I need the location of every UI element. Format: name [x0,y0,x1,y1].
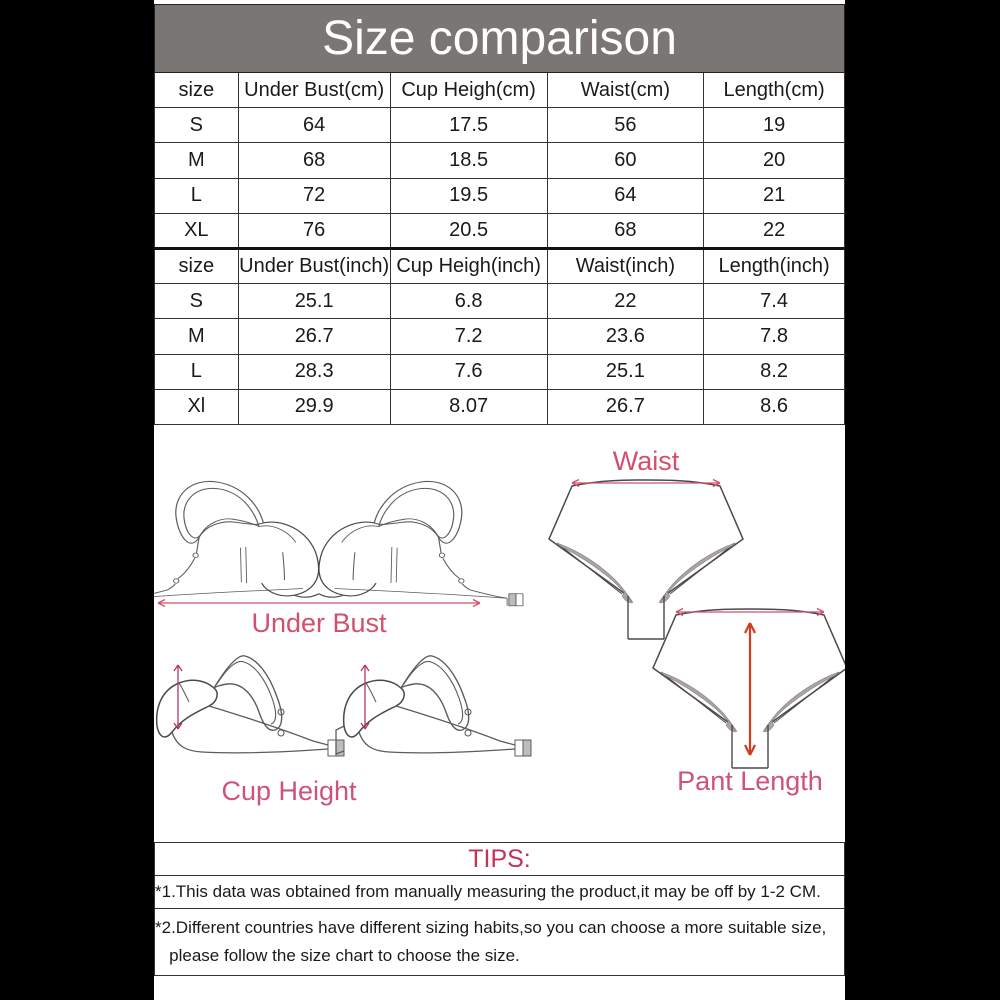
svg-text:Cup Height: Cup Height [221,776,357,806]
svg-text:Pant Length: Pant Length [677,766,823,796]
svg-text:Waist: Waist [613,446,680,476]
svg-text:Under Bust: Under Bust [251,608,387,638]
